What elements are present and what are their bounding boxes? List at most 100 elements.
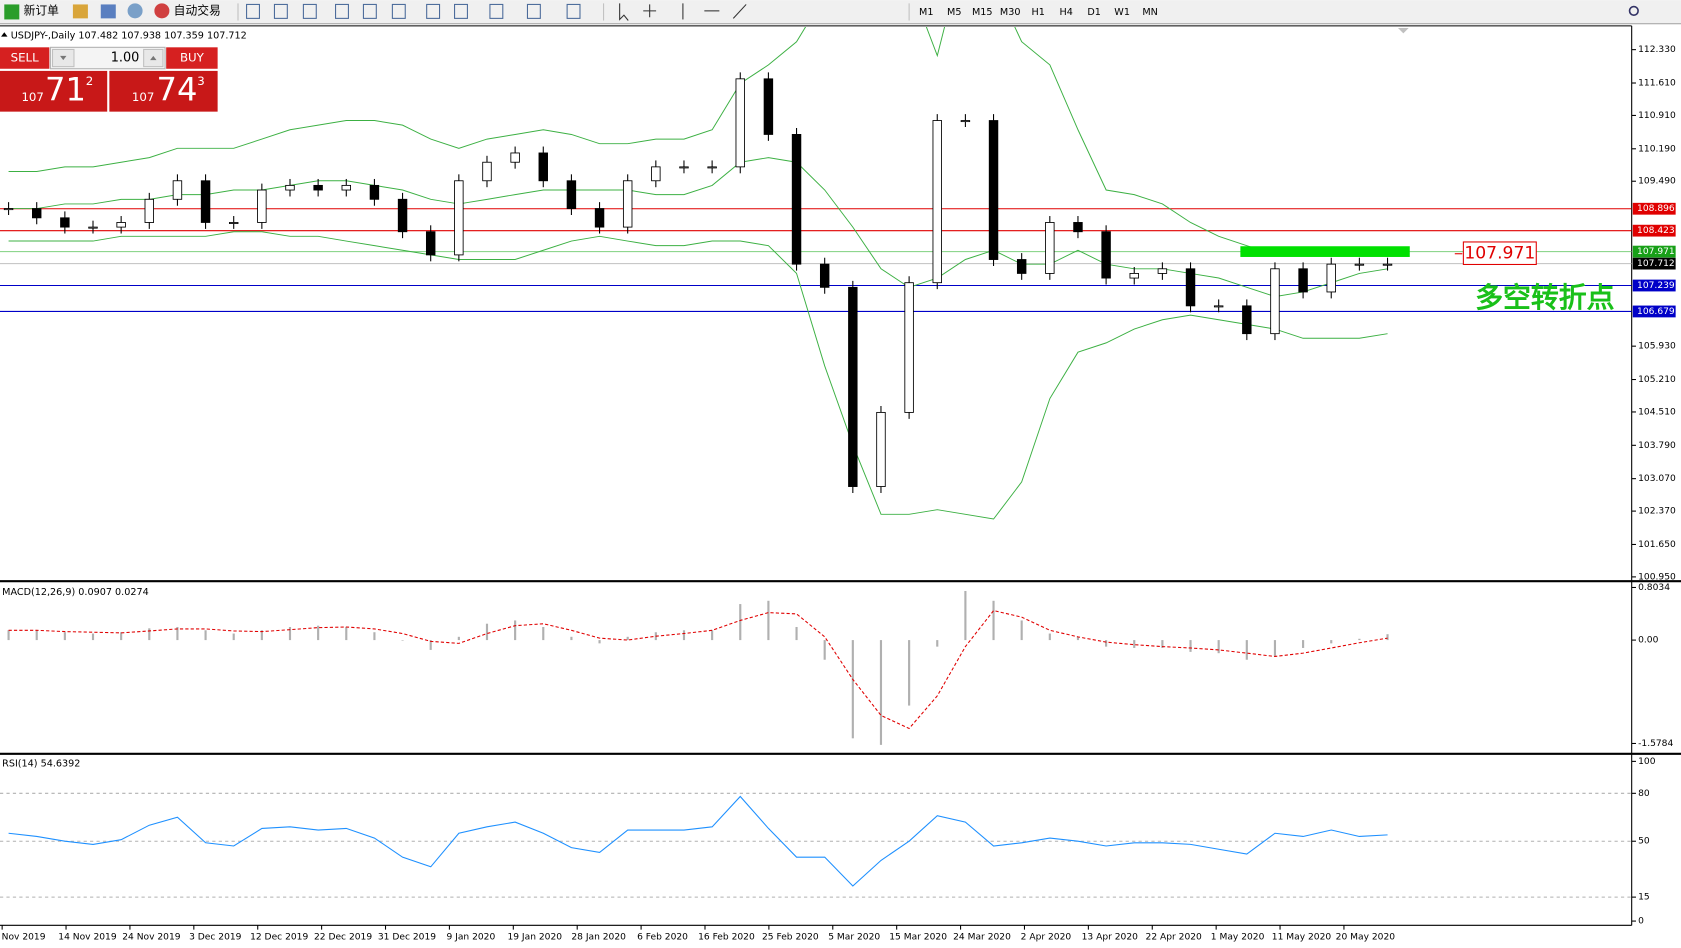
candle-body <box>200 180 211 223</box>
tool-icon[interactable] <box>526 3 541 19</box>
tool-icon[interactable] <box>362 3 377 19</box>
price-sup: 2 <box>86 74 94 88</box>
macd-plot <box>7 590 1389 745</box>
y-tick-label: 15 <box>1638 893 1650 903</box>
macd-bar <box>1161 640 1164 648</box>
x-tick-label: 22 Dec 2019 <box>314 933 372 943</box>
price-sup: 3 <box>197 74 205 88</box>
macd-bar <box>542 626 545 641</box>
auto-trading-button[interactable]: 自动交易 <box>154 3 221 19</box>
macd-bar <box>204 630 207 641</box>
macd-bar <box>7 630 10 641</box>
y-tick-label: 0.00 <box>1638 636 1658 646</box>
candle-body <box>1101 231 1111 279</box>
macd-bar <box>823 640 826 660</box>
x-tick-label: 15 Mar 2020 <box>889 933 947 943</box>
macd-title: MACD(12,26,9) 0.0907 0.0274 <box>2 587 149 598</box>
candle-body <box>1354 263 1365 266</box>
new-order-button[interactable]: 新订单 <box>4 3 59 20</box>
candle-body <box>707 166 717 169</box>
tool-icon[interactable] <box>454 3 468 19</box>
candle-body <box>1213 305 1224 308</box>
macd-bar <box>936 640 939 647</box>
candle-body <box>341 184 351 191</box>
sell-price-box[interactable] <box>0 70 108 112</box>
candle-body <box>679 166 689 169</box>
candle-body <box>397 198 408 233</box>
tool-icon[interactable] <box>391 3 406 19</box>
tool-icon[interactable] <box>426 3 441 19</box>
price-level-label: 108.896 <box>1637 204 1675 214</box>
timeframe-button[interactable]: H1 <box>1032 7 1045 18</box>
cursor-tool[interactable] <box>619 3 629 21</box>
price-prefix: 107 <box>21 90 44 104</box>
candle-body <box>1298 268 1308 293</box>
sell-label: SELL <box>11 51 39 65</box>
candle-body <box>32 208 42 219</box>
candle-body <box>594 208 605 228</box>
macd-bar <box>739 604 742 641</box>
y-tick-label: 103.070 <box>1638 474 1676 484</box>
candle-body <box>566 180 577 209</box>
auto-trading-label: 自动交易 <box>174 3 221 17</box>
sell-button[interactable] <box>0 47 50 69</box>
buy-button[interactable] <box>166 47 218 69</box>
bollinger-lower <box>8 231 1388 520</box>
toolbar <box>0 0 1681 24</box>
timeframe-button[interactable]: M30 <box>1000 7 1021 18</box>
macd-bar <box>1048 633 1051 641</box>
x-tick-label: 13 Apr 2020 <box>1082 933 1139 943</box>
macd-bar <box>851 640 854 739</box>
timeframe-button[interactable]: MN <box>1142 7 1158 18</box>
tool-icon[interactable] <box>100 4 116 19</box>
candle-body <box>510 152 520 163</box>
y-tick-label: 111.610 <box>1638 79 1676 89</box>
x-tick-label: 12 Dec 2019 <box>250 933 308 943</box>
tool-icon[interactable] <box>566 3 581 19</box>
macd-bar <box>570 636 573 641</box>
tool-icon[interactable] <box>127 3 143 19</box>
x-tick-label: 11 May 2020 <box>1272 933 1332 943</box>
lot-field[interactable] <box>49 46 166 70</box>
timeframe-button[interactable]: H4 <box>1059 7 1072 18</box>
y-tick-label: 100 <box>1638 757 1656 767</box>
x-tick-label: 28 Jan 2020 <box>571 933 626 943</box>
candle-body <box>482 161 492 182</box>
x-tick-label: 6 Feb 2020 <box>637 933 688 943</box>
candle-body <box>257 189 267 223</box>
tool-icon[interactable] <box>246 3 260 19</box>
macd-bar <box>1273 640 1277 657</box>
candle-body <box>876 411 886 487</box>
price-level-tag <box>1632 245 1676 258</box>
tool-icon[interactable] <box>273 3 288 19</box>
timeframe-button[interactable]: M15 <box>972 7 993 18</box>
tool-icon[interactable] <box>72 4 88 19</box>
macd-bar <box>711 630 714 641</box>
crosshair-tool[interactable] <box>643 4 657 18</box>
timeframe-button[interactable]: D1 <box>1087 7 1101 18</box>
search-icon[interactable] <box>1628 5 1639 16</box>
timeframe-button[interactable]: M5 <box>947 7 961 18</box>
annotation-text: 多空转折点 <box>1475 281 1614 314</box>
timeframe-button[interactable]: M1 <box>919 7 933 18</box>
trendline-tool[interactable] <box>732 4 747 19</box>
candle-body <box>651 166 661 182</box>
macd-bar <box>429 640 432 650</box>
candle-body <box>1242 305 1252 335</box>
candle-body <box>144 198 155 223</box>
buy-price-box[interactable] <box>109 70 218 112</box>
macd-bar <box>345 626 348 641</box>
x-tick-label: 9 Jan 2020 <box>446 933 495 943</box>
timeframe-button[interactable]: W1 <box>1114 7 1130 18</box>
macd-bar <box>1386 634 1389 641</box>
macd-bar <box>288 626 292 641</box>
tool-icon[interactable] <box>335 3 349 19</box>
macd-bar <box>120 632 123 641</box>
macd-bar <box>879 640 883 745</box>
tool-icon[interactable] <box>302 3 317 19</box>
tool-icon[interactable] <box>489 3 504 19</box>
candle-body <box>1045 222 1055 274</box>
macd-bar <box>795 626 798 641</box>
y-tick-label: 110.910 <box>1638 111 1676 121</box>
macd-bar <box>373 632 376 641</box>
